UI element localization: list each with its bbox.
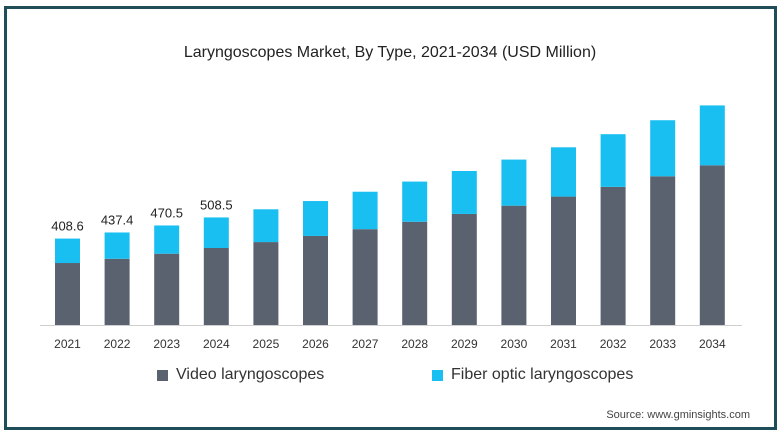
bar-video-2025: [253, 242, 279, 325]
x-tick-label: 2024: [203, 337, 230, 351]
x-tick-label: 2028: [401, 337, 428, 351]
bar-video-2023: [154, 253, 180, 325]
bar-fiber-optic-2021: [55, 238, 80, 264]
chart-frame: [4, 6, 777, 430]
legend-swatch-video: [157, 369, 168, 381]
bar-fiber-optic-2022: [104, 232, 130, 259]
bar-fiber-optic-2024: [203, 217, 229, 248]
bar-fiber-optic-2023: [154, 225, 180, 254]
x-tick-label: 2026: [302, 337, 329, 351]
bar-video-2030: [501, 205, 527, 325]
bar-video-2022: [104, 258, 130, 325]
bar-video-2024: [203, 248, 229, 325]
legend-label-video: Video laryngoscopes: [176, 366, 325, 383]
bar-fiber-optic-2032: [600, 134, 626, 187]
bar-fiber-optic-2033: [650, 120, 676, 177]
x-tick-label: 2031: [550, 337, 577, 351]
bar-video-2028: [402, 221, 428, 325]
bar-fiber-optic-2027: [352, 191, 378, 230]
bar-fiber-optic-2030: [501, 159, 527, 206]
x-tick-label: 2032: [600, 337, 627, 351]
bar-video-2021: [55, 263, 80, 325]
bar-fiber-optic-2028: [402, 181, 428, 222]
total-label-2024: 508.5: [200, 197, 233, 212]
legend: Video laryngoscopes Fiber optic laryngos…: [0, 366, 780, 390]
bar-video-2033: [650, 176, 676, 325]
total-label-2021: 408.6: [51, 219, 84, 234]
total-label-2022: 437.4: [101, 212, 134, 227]
x-tick-label: 2021: [54, 337, 81, 351]
source-note: Source: www.gminsights.com: [606, 409, 750, 421]
x-tick-label: 2029: [451, 337, 478, 351]
legend-swatch-fiber-optic: [432, 369, 443, 381]
bar-fiber-optic-2026: [303, 201, 328, 236]
bar-fiber-optic-2029: [451, 171, 477, 214]
bar-video-2026: [303, 235, 328, 325]
bar-video-2034: [699, 165, 725, 325]
bar-video-2031: [551, 196, 576, 325]
bar-fiber-optic-2034: [699, 105, 725, 166]
bar-video-2029: [451, 213, 477, 325]
x-tick-label: 2025: [253, 337, 280, 351]
legend-item-video: Video laryngoscopes: [157, 366, 324, 384]
bar-video-2032: [600, 186, 626, 325]
chart-title: Laryngoscopes Market, By Type, 2021-2034…: [183, 44, 597, 61]
x-tick-label: 2030: [501, 337, 528, 351]
x-tick-label: 2022: [104, 337, 131, 351]
total-label-2023: 470.5: [150, 205, 183, 220]
bar-video-2027: [352, 229, 378, 325]
bar-fiber-optic-2031: [551, 147, 576, 197]
x-tick-label: 2027: [352, 337, 379, 351]
x-tick-label: 2034: [699, 337, 726, 351]
legend-label-fiber-optic: Fiber optic laryngoscopes: [451, 366, 634, 383]
legend-item-fiber-optic: Fiber optic laryngoscopes: [432, 366, 633, 384]
x-tick-label: 2023: [153, 337, 180, 351]
x-tick-label: 2033: [649, 337, 676, 351]
bar-fiber-optic-2025: [253, 209, 279, 243]
